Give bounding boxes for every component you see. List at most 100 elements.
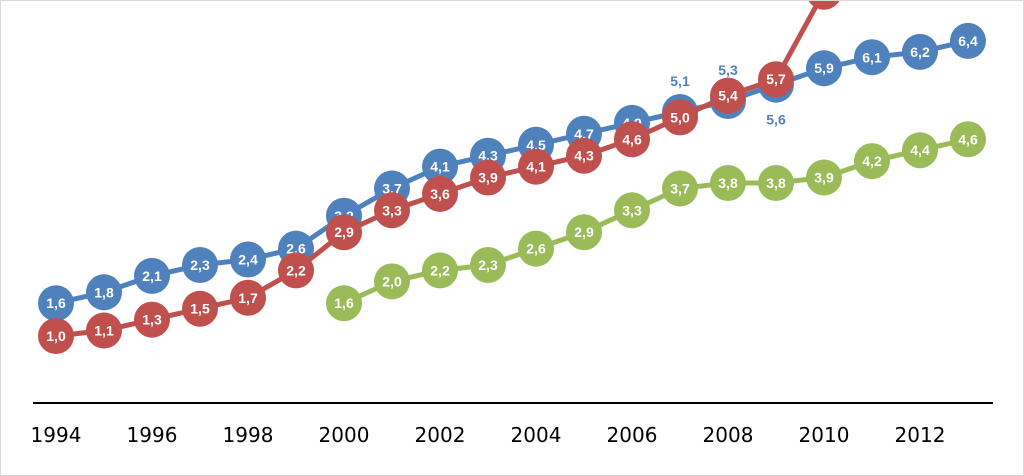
series-3-data-label-2001: 2,0 bbox=[382, 273, 402, 289]
series-2-point-1996 bbox=[134, 301, 170, 338]
series-1-point-2002 bbox=[422, 148, 458, 185]
series-2-point-1995 bbox=[86, 312, 122, 349]
series-3-point-2012 bbox=[902, 132, 938, 169]
series-1-data-label-1999: 2,6 bbox=[286, 241, 306, 257]
series-1-data-label-1996: 2,1 bbox=[142, 268, 162, 284]
series-1-point-1997 bbox=[182, 247, 218, 283]
series-3: 1,6 2,0 2,2 2,3 2,6 2,9 3,3 3,7 3,8 3,8 3,9 4,2 4,4 4… bbox=[326, 121, 986, 322]
series-2-point-2004 bbox=[518, 148, 554, 185]
series-2-data-label-2000: 2,9 bbox=[334, 224, 354, 240]
series-2-data-label-2001: 3,3 bbox=[382, 202, 402, 218]
series-2-data-label-1997: 1,5 bbox=[190, 301, 210, 317]
series-2-point-2010 bbox=[808, 0, 840, 10]
series-3-data-label-2010: 3,9 bbox=[814, 170, 834, 186]
series-2-data-label-1995: 1,1 bbox=[94, 323, 114, 339]
series-3-data-label-2004: 2,6 bbox=[526, 241, 546, 257]
series-3-point-2000 bbox=[326, 285, 362, 322]
series-2-data-label-1999: 2,2 bbox=[286, 262, 306, 278]
series-2-point-2002 bbox=[422, 175, 458, 212]
series-2: 1,0 1,1 1,3 1,5 1,7 2,2 2,9 3,3 3,6 3,9 4,1 4,3 4,6 5… bbox=[38, 0, 840, 354]
series-1-data-label-2005: 4,7 bbox=[574, 126, 594, 142]
series-1-point-2010 bbox=[806, 50, 842, 87]
x-tick-label-2006: 2006 bbox=[607, 423, 658, 447]
series-1-data-label-2013: 6,4 bbox=[958, 33, 978, 49]
series-1-point-1996 bbox=[134, 257, 170, 294]
series-3-point-2007 bbox=[662, 170, 698, 207]
series-1-data-label-2011: 6,1 bbox=[862, 49, 882, 65]
series-2-data-label-1998: 1,7 bbox=[238, 290, 258, 306]
x-tick-label-1996: 1996 bbox=[127, 423, 178, 447]
series-2-data-label-2007: 5,0 bbox=[670, 109, 690, 125]
series-1-point-2011 bbox=[854, 39, 890, 76]
series-1-data-label-2010: 5,9 bbox=[814, 60, 834, 76]
series-3-data-label-2002: 2,2 bbox=[430, 262, 450, 278]
series-3-point-2010 bbox=[806, 159, 842, 196]
x-tick-labels: 1994 1996 1998 2000 2002 2004 2006 2008 2010 2012 bbox=[31, 423, 946, 447]
series-1-point-1998 bbox=[230, 241, 266, 278]
series-1-data-label-1994: 1,6 bbox=[46, 295, 66, 311]
series-2-data-label-2002: 3,6 bbox=[430, 186, 450, 202]
series-2-point-2000 bbox=[326, 214, 362, 251]
series-layer: 1,61,82,12,32,42,63,23,74,14,34,54,74,95… bbox=[38, 0, 986, 354]
series-3-point-2009 bbox=[758, 165, 794, 201]
series-2-point-2009 bbox=[758, 61, 794, 98]
series-2-point-1998 bbox=[230, 279, 266, 316]
series-1-data-label-2009: 5,6 bbox=[766, 112, 786, 128]
series-3-data-label-2008: 3,8 bbox=[718, 175, 738, 191]
series-1-point-1995 bbox=[86, 274, 122, 311]
series-2-point-2003 bbox=[470, 159, 506, 196]
series-3-data-label-2003: 2,3 bbox=[478, 257, 498, 273]
series-2-data-label-2003: 3,9 bbox=[478, 170, 498, 186]
series-2-data-label-1996: 1,3 bbox=[142, 312, 162, 328]
series-3-point-2008 bbox=[710, 165, 746, 201]
series-3-point-2001 bbox=[374, 263, 410, 300]
x-tick-label-2002: 2002 bbox=[415, 423, 466, 447]
series-2-data-label-2006: 4,6 bbox=[622, 131, 642, 147]
series-3-point-2006 bbox=[614, 192, 650, 229]
series-3-point-2005 bbox=[566, 214, 602, 251]
series-3-point-2003 bbox=[470, 247, 506, 283]
series-1-data-label-2003: 4,3 bbox=[478, 148, 498, 164]
series-3-point-2013 bbox=[950, 121, 986, 158]
series-1-point-2013 bbox=[950, 22, 986, 59]
series-2-data-label-1994: 1,0 bbox=[46, 328, 66, 344]
series-3-point-2004 bbox=[518, 230, 554, 267]
series-1-point-1994 bbox=[38, 285, 74, 322]
series-2-point-1999 bbox=[278, 252, 314, 289]
series-1-data-label-1998: 2,4 bbox=[238, 252, 258, 268]
series-3-data-label-2007: 3,7 bbox=[670, 181, 690, 197]
series-3-point-2002 bbox=[422, 252, 458, 289]
x-tick-label-2012: 2012 bbox=[895, 423, 946, 447]
series-2-data-label-2009: 5,7 bbox=[766, 71, 786, 87]
series-2-point-2006 bbox=[614, 121, 650, 158]
series-2-data-label-2004: 4,1 bbox=[526, 159, 546, 175]
series-1-data-label-2012: 6,2 bbox=[910, 44, 930, 60]
series-2-point-1997 bbox=[182, 290, 218, 327]
series-2-point-1994 bbox=[38, 318, 74, 354]
series-3-data-label-2000: 1,6 bbox=[334, 295, 354, 311]
series-3-data-label-2006: 3,3 bbox=[622, 202, 642, 218]
series-1-data-label-1997: 2,3 bbox=[190, 257, 210, 273]
series-1-data-label-2004: 4,5 bbox=[526, 137, 546, 153]
series-2-point-2008 bbox=[710, 77, 746, 114]
series-3-data-label-2013: 4,6 bbox=[958, 131, 978, 147]
x-tick-label-2000: 2000 bbox=[319, 423, 370, 447]
series-3-point-2011 bbox=[854, 143, 890, 180]
series-3-data-label-2011: 4,2 bbox=[862, 153, 882, 169]
x-tick-label-1994: 1994 bbox=[31, 423, 82, 447]
series-3-data-label-2005: 2,9 bbox=[574, 224, 594, 240]
x-tick-label-2010: 2010 bbox=[799, 423, 850, 447]
x-tick-label-2008: 2008 bbox=[703, 423, 754, 447]
series-1-data-label-2002: 4,1 bbox=[430, 159, 450, 175]
series-3-data-label-2009: 3,8 bbox=[766, 175, 786, 191]
series-1-point-2012 bbox=[902, 33, 938, 70]
series-2-data-label-2005: 4,3 bbox=[574, 148, 594, 164]
x-tick-label-1998: 1998 bbox=[223, 423, 274, 447]
series-3-data-label-2012: 4,4 bbox=[910, 142, 930, 158]
series-2-point-2007 bbox=[662, 99, 698, 136]
series-2-point-2001 bbox=[374, 192, 410, 229]
series-1-data-label-2007: 5,1 bbox=[670, 73, 690, 89]
series-2-point-2005 bbox=[566, 137, 602, 174]
series-1-data-label-2001: 3,7 bbox=[382, 181, 402, 197]
